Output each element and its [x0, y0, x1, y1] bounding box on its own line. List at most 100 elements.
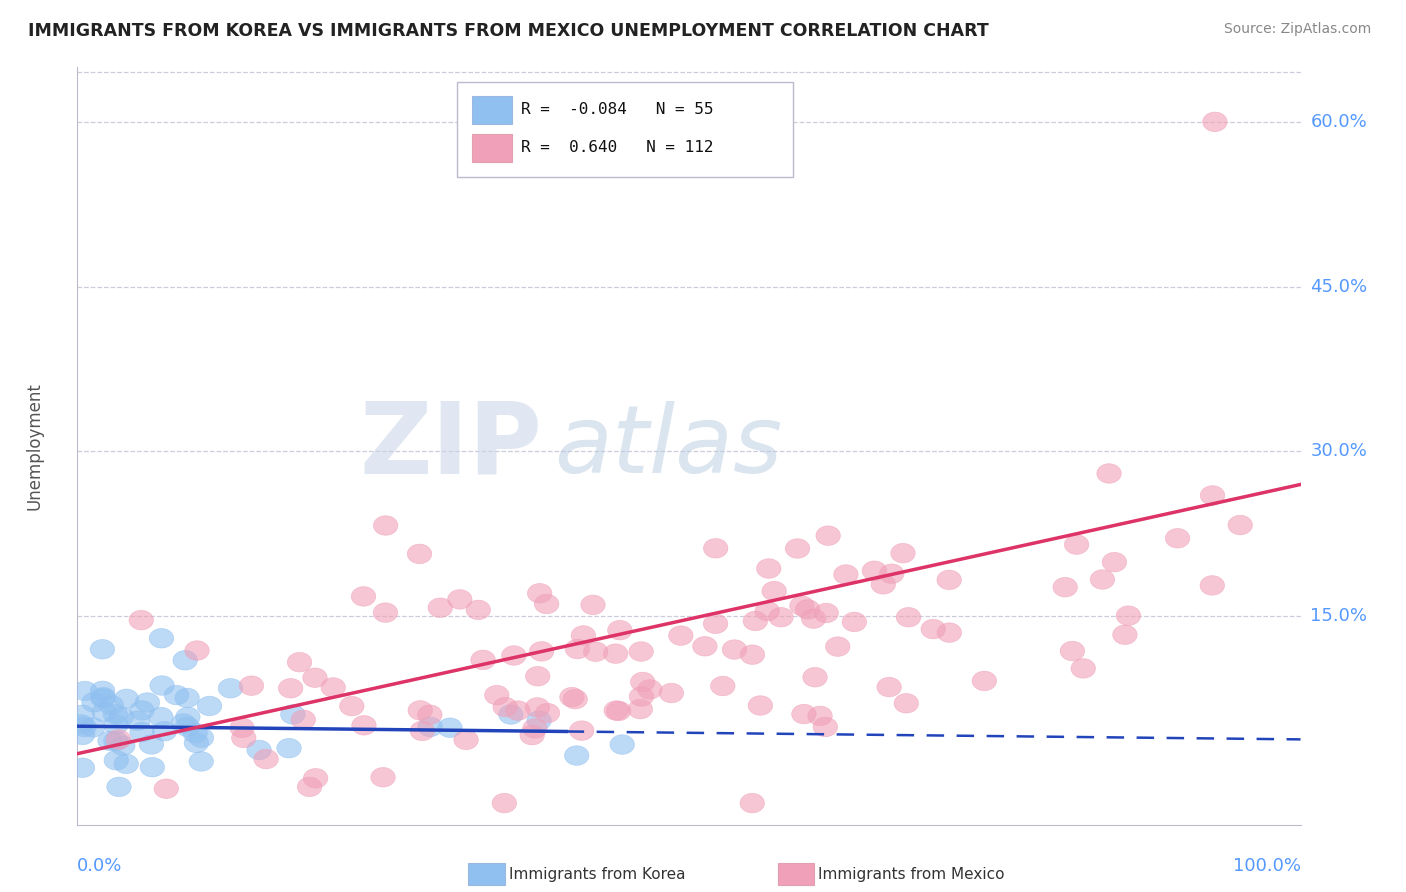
- Ellipse shape: [80, 718, 105, 737]
- Ellipse shape: [801, 609, 825, 628]
- Ellipse shape: [454, 731, 478, 749]
- Ellipse shape: [176, 707, 200, 727]
- Ellipse shape: [637, 680, 662, 699]
- Ellipse shape: [894, 694, 918, 713]
- Ellipse shape: [104, 750, 128, 770]
- Ellipse shape: [628, 641, 654, 661]
- Ellipse shape: [373, 603, 398, 623]
- Ellipse shape: [107, 730, 131, 749]
- Ellipse shape: [114, 754, 138, 773]
- Ellipse shape: [790, 596, 814, 615]
- Ellipse shape: [107, 777, 131, 797]
- Ellipse shape: [972, 671, 997, 690]
- Ellipse shape: [129, 723, 155, 742]
- Ellipse shape: [304, 769, 328, 788]
- Text: R =  -0.084   N = 55: R = -0.084 N = 55: [522, 102, 714, 117]
- Ellipse shape: [408, 544, 432, 564]
- Ellipse shape: [499, 705, 523, 724]
- Ellipse shape: [82, 692, 107, 712]
- Ellipse shape: [896, 607, 921, 627]
- Ellipse shape: [427, 598, 453, 617]
- Text: 0.0%: 0.0%: [77, 857, 122, 875]
- Ellipse shape: [321, 678, 346, 698]
- Ellipse shape: [606, 701, 631, 721]
- Ellipse shape: [91, 702, 117, 722]
- Ellipse shape: [1116, 606, 1140, 625]
- Ellipse shape: [862, 561, 887, 581]
- Ellipse shape: [91, 688, 115, 707]
- Ellipse shape: [1202, 112, 1227, 132]
- Ellipse shape: [129, 610, 153, 630]
- Ellipse shape: [176, 717, 200, 737]
- Text: ZIP: ZIP: [360, 398, 543, 494]
- Ellipse shape: [607, 621, 633, 640]
- Ellipse shape: [125, 711, 150, 731]
- Ellipse shape: [938, 623, 962, 642]
- Ellipse shape: [1227, 516, 1253, 535]
- Ellipse shape: [114, 689, 139, 708]
- Ellipse shape: [352, 715, 377, 735]
- Ellipse shape: [813, 717, 838, 737]
- Ellipse shape: [872, 574, 896, 594]
- Ellipse shape: [150, 676, 174, 695]
- Ellipse shape: [278, 679, 302, 698]
- Ellipse shape: [229, 718, 254, 738]
- Ellipse shape: [796, 599, 820, 619]
- Ellipse shape: [188, 752, 214, 772]
- Text: IMMIGRANTS FROM KOREA VS IMMIGRANTS FROM MEXICO UNEMPLOYMENT CORRELATION CHART: IMMIGRANTS FROM KOREA VS IMMIGRANTS FROM…: [28, 22, 988, 40]
- Ellipse shape: [149, 629, 174, 648]
- Ellipse shape: [139, 735, 163, 755]
- Ellipse shape: [603, 644, 628, 664]
- Ellipse shape: [769, 607, 793, 627]
- Ellipse shape: [569, 721, 593, 740]
- Ellipse shape: [523, 719, 547, 739]
- Ellipse shape: [352, 587, 375, 607]
- Ellipse shape: [218, 679, 243, 698]
- Ellipse shape: [437, 718, 463, 738]
- Ellipse shape: [103, 705, 128, 724]
- Ellipse shape: [808, 706, 832, 726]
- Ellipse shape: [277, 739, 301, 758]
- Ellipse shape: [527, 711, 551, 731]
- Ellipse shape: [152, 722, 177, 741]
- Ellipse shape: [1064, 535, 1088, 554]
- Ellipse shape: [183, 723, 207, 743]
- Ellipse shape: [110, 707, 134, 726]
- Ellipse shape: [302, 668, 328, 688]
- Ellipse shape: [232, 728, 256, 747]
- Ellipse shape: [710, 676, 735, 696]
- Ellipse shape: [155, 779, 179, 798]
- Ellipse shape: [73, 681, 97, 701]
- Ellipse shape: [825, 637, 851, 657]
- Ellipse shape: [581, 595, 605, 615]
- Ellipse shape: [104, 714, 128, 734]
- Ellipse shape: [465, 600, 491, 620]
- Ellipse shape: [129, 701, 155, 720]
- Ellipse shape: [756, 558, 780, 578]
- Ellipse shape: [297, 777, 322, 797]
- Ellipse shape: [891, 543, 915, 563]
- Text: Immigrants from Korea: Immigrants from Korea: [509, 867, 686, 881]
- Ellipse shape: [173, 650, 197, 670]
- Ellipse shape: [628, 699, 652, 719]
- Text: Unemployment: Unemployment: [25, 382, 44, 510]
- Ellipse shape: [172, 714, 195, 733]
- Text: 15.0%: 15.0%: [1310, 607, 1368, 625]
- Ellipse shape: [90, 681, 115, 700]
- Ellipse shape: [70, 758, 94, 778]
- Ellipse shape: [135, 693, 160, 712]
- Ellipse shape: [834, 565, 858, 584]
- Ellipse shape: [571, 625, 596, 645]
- Ellipse shape: [529, 641, 554, 661]
- Ellipse shape: [564, 746, 589, 765]
- Ellipse shape: [502, 646, 526, 665]
- Ellipse shape: [1201, 485, 1225, 505]
- Ellipse shape: [936, 570, 962, 590]
- Ellipse shape: [141, 757, 165, 777]
- Text: R =  0.640   N = 112: R = 0.640 N = 112: [522, 140, 714, 155]
- Ellipse shape: [693, 637, 717, 656]
- Ellipse shape: [703, 614, 728, 633]
- Ellipse shape: [291, 710, 315, 730]
- Ellipse shape: [526, 666, 550, 686]
- Ellipse shape: [408, 700, 433, 720]
